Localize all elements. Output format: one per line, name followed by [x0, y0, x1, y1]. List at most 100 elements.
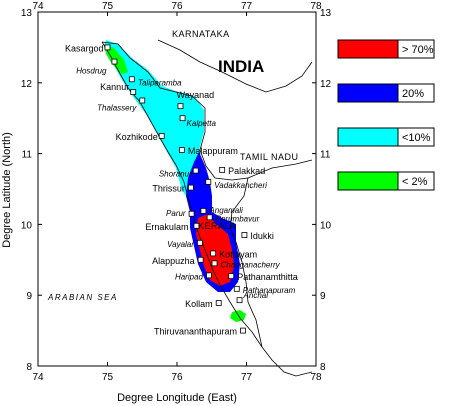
x-tick-label-bottom: 76: [171, 372, 183, 383]
y-tick-label-right: 10: [320, 220, 332, 231]
kerala-inland-border: [101, 41, 263, 348]
x-tick-label-bottom: 78: [310, 372, 322, 383]
place-marker: [178, 147, 185, 153]
place-label: Idukki: [250, 231, 274, 241]
place-label: Pathanamthitta: [237, 272, 298, 282]
place-label: Kannur: [100, 82, 129, 92]
x-tick-label-bottom: 75: [102, 372, 114, 383]
place-marker: [187, 184, 194, 191]
place-label: Thrissur: [152, 184, 185, 194]
y-tick-label-left: 9: [26, 291, 32, 302]
place-marker: [228, 273, 235, 279]
region-label-karnataka: KARNATAKA: [172, 29, 230, 39]
legend-label: < 2%: [402, 176, 428, 188]
y-tick-label-left: 12: [21, 79, 33, 90]
region-label-tamil-nadu: TAMIL NADU: [240, 152, 299, 162]
place-label: Thiruvananthapuram: [154, 327, 237, 337]
x-tick-label-top: 74: [32, 1, 44, 12]
place-marker: [139, 97, 146, 104]
place-marker: [219, 166, 226, 173]
place-marker: [205, 179, 212, 185]
x-tick-label-top: 78: [310, 1, 322, 12]
place-marker: [188, 210, 195, 217]
state-border-north: [157, 39, 313, 93]
place-label: Vadakkancheri: [214, 181, 267, 190]
place-marker: [236, 297, 243, 304]
place-marker: [130, 89, 137, 95]
state-border-east: [247, 159, 313, 179]
zone-red: [196, 214, 234, 286]
x-tick-label-top: 77: [241, 1, 253, 12]
place-label: Kasargod: [65, 43, 104, 53]
y-tick-label-right: 12: [320, 79, 332, 90]
place-label: Palakkad: [228, 166, 265, 176]
place-marker: [104, 44, 111, 51]
legend-label: <10%: [402, 132, 431, 144]
place-label: Malappuram: [188, 146, 238, 156]
legend-swatch: [337, 39, 399, 59]
place-label: Perumbavur: [216, 214, 260, 223]
country-label: INDIA: [218, 57, 264, 76]
tamil-nadu-coast: [261, 346, 313, 377]
place-marker: [197, 256, 204, 263]
place-marker: [179, 115, 186, 122]
place-label: Ernakulam: [145, 222, 188, 232]
place-marker: [177, 103, 184, 110]
place-marker: [111, 58, 118, 65]
x-tick-label-top: 76: [171, 1, 183, 12]
y-tick-label-left: 13: [21, 8, 33, 19]
place-marker: [206, 272, 212, 279]
place-label: Alappuzha: [152, 256, 195, 266]
place-marker: [210, 250, 217, 257]
zone-green-south: [230, 310, 246, 322]
y-tick-label-left: 10: [21, 220, 33, 231]
place-marker: [233, 285, 240, 292]
legend: > 70% 20% <10% < 2%: [337, 39, 435, 191]
place-marker: [128, 76, 135, 83]
place-label: Anchal: [243, 291, 269, 300]
legend-swatch: [337, 171, 399, 191]
y-tick-label-left: 11: [22, 150, 33, 161]
y-tick-label-right: 9: [320, 291, 326, 302]
place-label: Thalassery: [97, 104, 137, 113]
place-label: Hosdrug: [76, 67, 107, 76]
place-label: Pathanapuram: [243, 286, 296, 295]
place-marker: [192, 167, 199, 174]
place-label: Parur: [166, 209, 186, 218]
place-label: Kollam: [185, 299, 213, 309]
legend-label: > 70%: [402, 44, 434, 56]
legend-swatch: [337, 127, 399, 147]
x-tick-label-bottom: 77: [241, 372, 253, 383]
place-marker: [206, 214, 213, 221]
place-label: Changanacherry: [221, 260, 281, 269]
places-layer: Kasargod Hosdrug Taliparamba Kannur Thalasse…: [65, 43, 298, 336]
place-label: Wayanad: [176, 90, 214, 100]
y-tick-label-right: 13: [320, 8, 332, 19]
y-tick-label-right: 11: [320, 150, 331, 161]
place-label: Shoranur: [159, 170, 192, 179]
legend-swatch: [337, 83, 399, 103]
x-axis-title: Degree Longitude (East): [117, 392, 237, 404]
place-label: Taliparamba: [138, 78, 182, 87]
place-marker: [200, 208, 207, 214]
y-axis-title: Degree Latitude (North): [1, 132, 13, 248]
place-marker: [193, 222, 200, 229]
region-label-kerala: KERALA: [198, 221, 237, 231]
place-marker: [158, 132, 165, 139]
place-label: Vayalar: [167, 240, 194, 249]
place-marker: [211, 260, 218, 267]
place-label: Haripad: [175, 272, 204, 281]
place-marker: [215, 300, 222, 306]
place-label: Angamali: [208, 206, 243, 215]
sea-label: ARABIAN SEA: [47, 293, 118, 302]
y-tick-label-left: 8: [26, 362, 32, 373]
y-tick-label-right: 8: [320, 362, 326, 373]
place-label: Kalpetta: [187, 119, 217, 128]
place-marker: [197, 239, 203, 246]
place-marker: [241, 232, 248, 238]
place-label: Kozhikode: [116, 132, 158, 142]
x-tick-label-bottom: 74: [32, 372, 44, 383]
legend-label: 20%: [402, 88, 424, 100]
